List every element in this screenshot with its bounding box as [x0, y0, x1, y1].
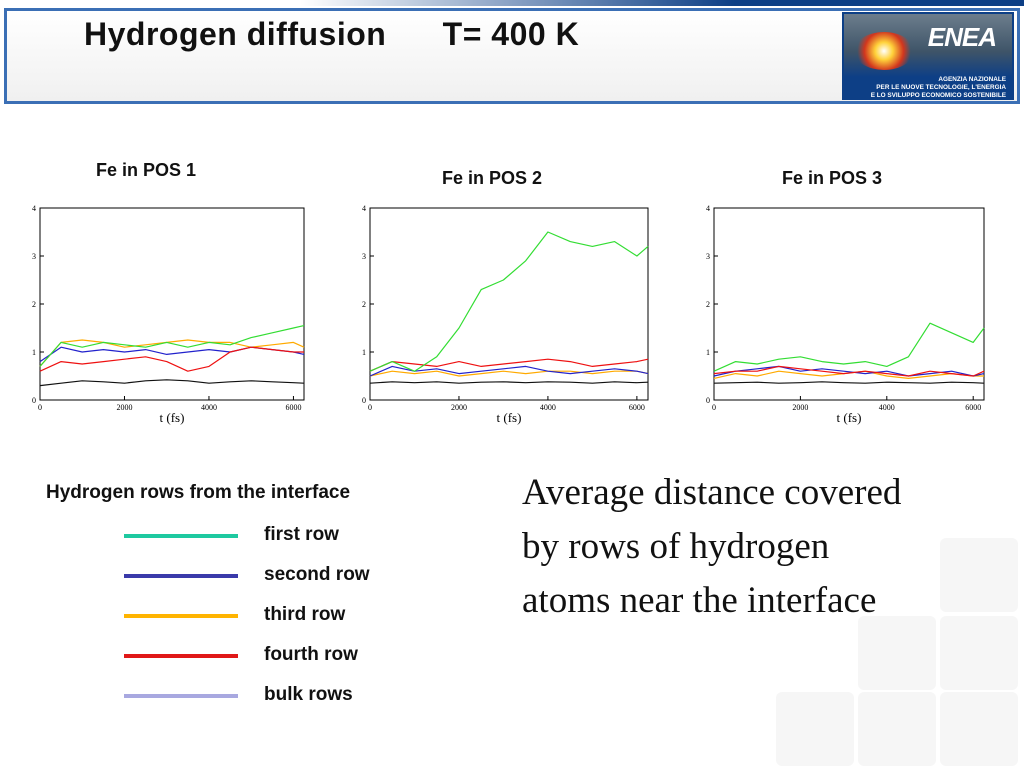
y-tick-label: 3: [362, 252, 366, 261]
x-tick-label: 0: [712, 403, 716, 412]
series-line-second: [39, 346, 305, 363]
slide-caption: Average distance covered by rows of hydr…: [522, 472, 902, 621]
chart-title-pos1: Fe in POS 1: [96, 160, 197, 180]
decorative-tiles: [770, 530, 1024, 770]
y-tick-label: 1: [32, 348, 36, 357]
legend-label: second row: [264, 564, 370, 585]
x-tick-label: 4000: [540, 403, 556, 412]
legend-swatch: [124, 574, 238, 578]
logo-agency-line: PER LE NUOVE TECNOLOGIE, L'ENERGIA: [876, 84, 1006, 91]
decor-tile: [858, 616, 936, 690]
legend-swatch: [124, 654, 238, 658]
x-axis-label: t (fs): [497, 410, 522, 425]
y-tick-label: 4: [706, 204, 710, 213]
slide-title: Hydrogen diffusion T= 400 K: [84, 16, 580, 52]
x-tick-label: 0: [368, 403, 372, 412]
legend-label: fourth row: [264, 644, 358, 665]
x-tick-label: 2000: [451, 403, 467, 412]
legend-swatch: [124, 694, 238, 698]
series-line-first: [39, 325, 305, 367]
logo-agency-line: AGENZIA NAZIONALE: [938, 76, 1006, 83]
x-tick-label: 2000: [792, 403, 808, 412]
y-tick-label: 4: [362, 204, 366, 213]
logo-wordmark: ENEA: [927, 22, 997, 52]
y-tick-label: 2: [362, 300, 366, 309]
series-line-first: [713, 322, 985, 372]
series-line-third: [39, 339, 305, 367]
legend-label: third row: [264, 604, 346, 625]
y-tick-label: 3: [706, 252, 710, 261]
x-tick-label: 4000: [879, 403, 895, 412]
chart-title-pos3: Fe in POS 3: [782, 168, 883, 188]
series-line-second: [369, 365, 649, 377]
y-tick-label: 2: [706, 300, 710, 309]
decor-tile: [940, 616, 1018, 690]
decor-tile: [940, 538, 1018, 612]
legend-title: Hydrogen rows from the interface: [46, 482, 351, 503]
x-tick-label: 6000: [965, 403, 981, 412]
legend-swatch: [124, 614, 238, 618]
y-tick-label: 0: [706, 396, 710, 405]
series-line-third: [369, 370, 649, 377]
series-line-bulk: [713, 381, 985, 384]
x-tick-label: 6000: [285, 403, 301, 412]
series-line-bulk: [39, 379, 305, 387]
series-line-bulk: [369, 381, 649, 384]
enea-logo: ENEA AGENZIA NAZIONALE PER LE NUOVE TECN…: [842, 12, 1014, 100]
series-line-fourth: [713, 365, 985, 377]
charts-canvas: 0 2000 4000 6000 0 1 2 3 4 t (fs) 0 2000 4000 6000 0 1 2…: [32, 204, 985, 425]
y-tick-label: 0: [362, 396, 366, 405]
legend-item-second-row: second row: [124, 564, 424, 585]
y-tick-label: 1: [362, 348, 366, 357]
legend-item-first-row: first row: [124, 524, 424, 545]
decor-tile: [776, 692, 854, 766]
y-tick-label: 1: [706, 348, 710, 357]
logo-agency-line: E LO SVILUPPO ECONOMICO SOSTENIBILE: [870, 92, 1006, 99]
plot-frame: [39, 207, 305, 401]
logo-agency-text: AGENZIA NAZIONALE PER LE NUOVE TECNOLOGI…: [870, 76, 1006, 99]
y-tick-label: 3: [32, 252, 36, 261]
x-axis-label: t (fs): [160, 410, 185, 425]
x-axis-label: t (fs): [837, 410, 862, 425]
header-accent-line: [300, 0, 1024, 6]
legend-label: bulk rows: [264, 684, 353, 705]
y-tick-label: 2: [32, 300, 36, 309]
x-tick-label: 2000: [116, 403, 132, 412]
series-line-fourth: [39, 346, 304, 372]
legend-label: first row: [264, 524, 339, 545]
series-line-first: [369, 231, 649, 372]
y-tick-label: 4: [32, 204, 36, 213]
series-line-fourth: [369, 358, 649, 372]
chart-title-pos2: Fe in POS 2: [442, 168, 543, 188]
legend-item-third-row: third row: [124, 604, 424, 625]
y-tick-label: 0: [32, 396, 36, 405]
decor-tile: [858, 692, 936, 766]
decor-tile: [940, 692, 1018, 766]
legend-swatch: [124, 534, 238, 538]
legend-item-fourth-row: fourth row: [124, 644, 424, 665]
logo-flare-icon: [854, 32, 914, 70]
x-tick-label: 6000: [629, 403, 645, 412]
x-tick-label: 4000: [201, 403, 217, 412]
x-tick-label: 0: [38, 403, 42, 412]
legend-item-bulk-rows: bulk rows: [124, 684, 424, 705]
